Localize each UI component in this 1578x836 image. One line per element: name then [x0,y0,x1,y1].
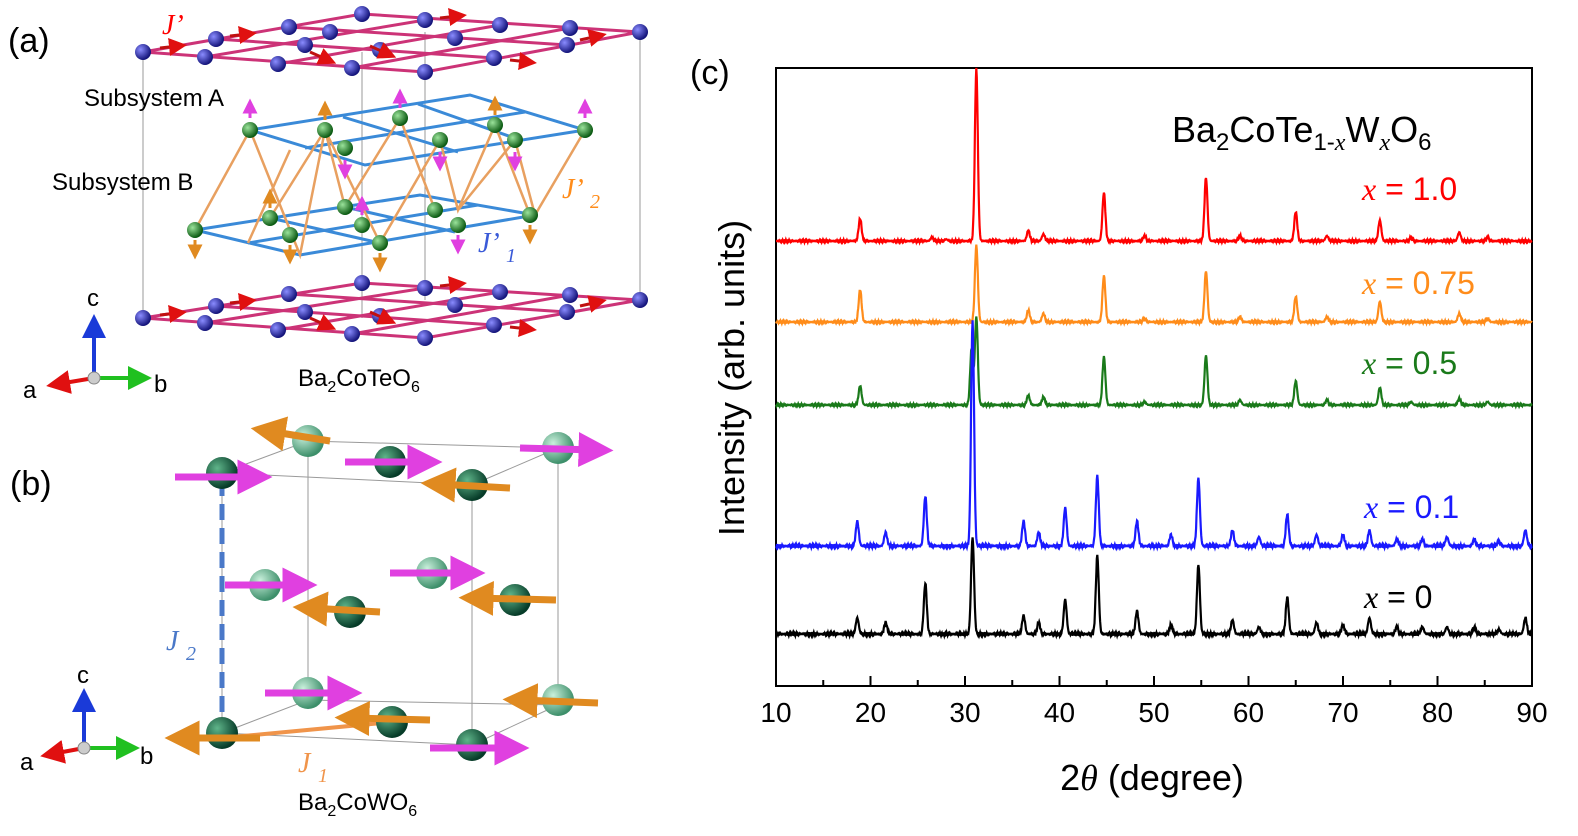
panel-c-chart: (c) Ba2CoTe1-xWxO6 Intensity (arb. units… [690,54,1548,798]
panel-b-spins [164,416,614,766]
x-tick-label: 60 [1233,697,1264,728]
top-blue-atoms [135,6,648,80]
panel-a-label: (a) [8,22,50,60]
x-axis-label: 2θ (degree) [1060,757,1244,798]
axes-triad-b [40,688,140,764]
xrd-pattern-line [775,320,1533,552]
axis-c-label-a: c [87,285,99,312]
jprime-label: J’ [162,10,184,41]
panel-b: (b) [10,416,614,820]
panel-b-label: (b) [10,465,52,503]
j2prime-subscript: 2 [590,191,600,213]
x-tick-label: 80 [1422,697,1453,728]
j2-label: J [166,626,180,657]
subsystem-a-label: Subsystem A [84,85,224,112]
j1prime-subscript: 1 [506,245,516,267]
j2prime-label: J’ [562,174,584,205]
formula-a: Ba2CoTeO6 [298,365,420,396]
xrd-pattern-line [775,244,1533,327]
xrd-pattern-line [774,316,1533,410]
x-tick-label: 20 [855,697,886,728]
series-legend-label: x = 0.75 [1361,265,1475,301]
x-tick-label: 50 [1138,697,1169,728]
j2-subscript: 2 [186,643,196,665]
bottom-red-spins [159,276,607,337]
formula-b: Ba2CoWO6 [298,789,417,820]
panel-b-atoms [206,425,574,761]
axis-b-label-b: b [140,743,153,770]
upper-blue-lattice [249,93,586,167]
top-red-spins [159,8,607,70]
panel-c-label: (c) [690,54,730,92]
subsystem-b-label: Subsystem B [52,169,193,196]
y-axis-label: Intensity (arb. units) [711,220,752,536]
x-tick-label: 90 [1516,697,1547,728]
axis-a-label-b: a [20,749,34,776]
xrd-pattern-line [775,67,1533,246]
green-atoms-b [187,110,593,251]
j1prime-label: J’ [478,228,500,259]
x-tick-label: 40 [1044,697,1075,728]
j1-subscript: 1 [318,765,328,787]
xrd-pattern-line [775,537,1534,640]
axis-a-label-a: a [23,377,37,404]
j1-label: J [298,748,312,779]
series-legend-label: x = 0.5 [1361,345,1457,381]
x-tick-label: 10 [760,697,791,728]
compound-formula: Ba2CoTe1-xWxO6 [1172,109,1431,156]
series-legend-label: x = 0.1 [1363,489,1459,525]
x-tick-label: 30 [949,697,980,728]
x-tick-label: 70 [1327,697,1358,728]
panel-a: (a) [8,6,648,404]
axis-b-label-a: b [154,371,167,398]
series-legend-label: x = 0 [1363,579,1432,615]
series-legend-label: x = 1.0 [1361,171,1457,207]
spins-b [187,88,593,273]
axes-triad-a [46,314,152,394]
axis-c-label-b: c [77,662,89,689]
